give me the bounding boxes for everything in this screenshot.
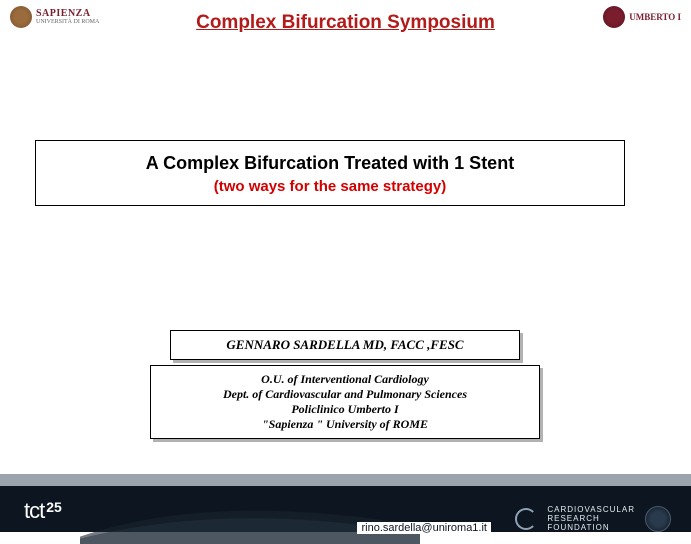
slide-footer: tct 25 CARDIOVASCULAR RESEARCH FOUNDATIO… [0, 474, 691, 532]
main-title-line2: (two ways for the same strategy) [46, 178, 614, 195]
crf-seal-icon [645, 506, 671, 532]
author-name: GENNARO SARDELLA MD, FACC ,FESC [226, 337, 463, 352]
slide-header: SAPIENZA UNIVERSITÀ DI ROMA Complex Bifu… [0, 0, 691, 50]
umberto-logo: UMBERTO I [603, 6, 681, 28]
tct-number: 25 [46, 499, 62, 515]
affil-line1: O.U. of Interventional Cardiology [159, 372, 531, 387]
umberto-seal-icon [603, 6, 625, 28]
affil-line3: Policlinico Umberto I [159, 402, 531, 417]
sapienza-logo: SAPIENZA UNIVERSITÀ DI ROMA [10, 6, 99, 28]
footer-gray-band [0, 474, 691, 486]
crf-block: CARDIOVASCULAR RESEARCH FOUNDATION [515, 506, 671, 532]
affiliation-box: O.U. of Interventional Cardiology Dept. … [150, 365, 540, 439]
tct-logo: tct 25 [24, 498, 62, 524]
sapienza-seal-icon [10, 6, 32, 28]
main-title-box: A Complex Bifurcation Treated with 1 Ste… [35, 140, 625, 206]
crf-line3: FOUNDATION [547, 524, 635, 533]
footer-swoosh-icon [80, 498, 420, 544]
crf-c-icon [515, 508, 537, 530]
author-box: GENNARO SARDELLA MD, FACC ,FESC [170, 330, 520, 360]
tct-text: tct [24, 498, 44, 524]
affil-line2: Dept. of Cardiovascular and Pulmonary Sc… [159, 387, 531, 402]
umberto-name: UMBERTO I [629, 12, 681, 22]
crf-text: CARDIOVASCULAR RESEARCH FOUNDATION [547, 506, 635, 532]
sapienza-name: SAPIENZA [36, 9, 99, 19]
author-email: rino.sardella@uniroma1.it [357, 522, 491, 534]
affil-line4: "Sapienza " University of ROME [159, 417, 531, 432]
sapienza-logo-text: SAPIENZA UNIVERSITÀ DI ROMA [36, 9, 99, 25]
main-title-line1: A Complex Bifurcation Treated with 1 Ste… [46, 153, 614, 174]
footer-dark-band: tct 25 CARDIOVASCULAR RESEARCH FOUNDATIO… [0, 486, 691, 532]
symposium-title: Complex Bifurcation Symposium [0, 8, 691, 34]
sapienza-sub: UNIVERSITÀ DI ROMA [36, 19, 99, 25]
